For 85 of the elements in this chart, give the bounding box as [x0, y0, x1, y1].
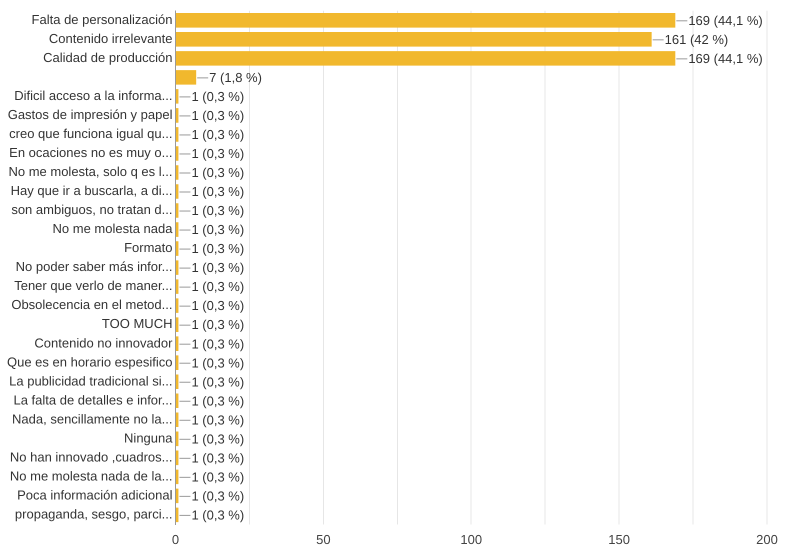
y-tick-label: Hay que ir a buscarla, a di... — [10, 183, 172, 198]
y-tick-label: Formato — [124, 240, 172, 256]
y-tick-label: propaganda, sesgo, parci... — [14, 506, 172, 522]
bar — [176, 184, 178, 199]
data-label: 1 (0,3 %) — [191, 507, 244, 522]
y-tick-label: No han innovado ,cuadros... — [10, 449, 172, 464]
y-tick-label: Calidad de producción — [43, 50, 172, 65]
y-tick-label: No me molesta, solo q es l... — [8, 164, 172, 180]
y-tick-label: No poder saber más infor... — [16, 259, 172, 274]
bar — [176, 393, 178, 408]
data-label: 1 (0,3 %) — [191, 108, 244, 123]
bar — [176, 488, 178, 504]
data-label: 1 (0,3 %) — [191, 431, 244, 446]
bar — [176, 108, 178, 123]
y-tick-label: Tener que verlo de maner... — [14, 278, 172, 294]
y-tick-label: Gastos de impresión y papel — [8, 107, 173, 122]
data-label: 1 (0,3 %) — [191, 317, 244, 332]
x-tick-label: 150 — [608, 532, 630, 547]
bar — [176, 51, 676, 66]
bar — [176, 317, 178, 332]
bar — [176, 241, 178, 256]
y-tick-label: Que es en horario espesifico — [7, 354, 172, 370]
data-label: 1 (0,3 %) — [191, 336, 244, 352]
bar — [176, 298, 178, 313]
y-tick-label: son ambiguos, no tratan d... — [11, 202, 172, 218]
data-label: 1 (0,3 %) — [191, 260, 244, 276]
data-label: 1 (0,3 %) — [191, 469, 244, 484]
y-tick-label: No me molesta nada — [52, 221, 174, 236]
y-tick-label: Nada, sencillamente no la... — [12, 411, 172, 426]
y-tick-label: Poca información adicional — [17, 487, 173, 502]
bar — [176, 374, 178, 390]
bar — [176, 508, 178, 522]
data-label: 169 (44,1 %) — [688, 50, 763, 66]
bar — [176, 412, 178, 428]
y-tick-label: La publicidad tradicional si... — [9, 373, 172, 388]
data-label: 1 (0,3 %) — [191, 450, 244, 466]
bar — [176, 470, 178, 484]
data-label: 1 (0,3 %) — [191, 393, 244, 408]
x-tick-label: 200 — [756, 532, 778, 547]
bar — [176, 432, 178, 446]
bar — [176, 165, 178, 180]
bar — [176, 260, 178, 275]
x-tick-label: 0 — [172, 532, 180, 547]
data-label: 1 (0,3 %) — [191, 203, 244, 218]
data-label: 1 (0,3 %) — [191, 374, 244, 390]
y-tick-label: La falta de detalles e infor... — [13, 392, 172, 408]
data-label: 161 (42 %) — [664, 32, 728, 47]
data-label: 1 (0,3 %) — [191, 127, 244, 142]
bar — [176, 70, 196, 85]
y-tick-label: Obsolecencia en el metod... — [11, 297, 172, 312]
data-label: 1 (0,3 %) — [191, 298, 244, 314]
y-tick-label: No me molesta nada de la... — [10, 468, 172, 484]
bar — [176, 13, 676, 28]
bar — [176, 203, 178, 218]
bar — [176, 222, 178, 237]
data-label: 1 (0,3 %) — [191, 241, 244, 256]
bar — [176, 89, 178, 104]
y-tick-label: Falta de personalización — [32, 12, 172, 27]
bar — [176, 336, 178, 351]
data-label: 1 (0,3 %) — [191, 222, 244, 238]
data-label: 1 (0,3 %) — [191, 355, 244, 370]
data-label: 1 (0,3 %) — [191, 146, 244, 162]
x-tick-label: 100 — [460, 532, 482, 547]
data-label: 1 (0,3 %) — [191, 184, 244, 200]
y-tick-label: TOO MUCH — [102, 316, 172, 332]
data-label: 1 (0,3 %) — [191, 412, 244, 428]
data-label: 1 (0,3 %) — [191, 88, 244, 104]
bar — [176, 146, 178, 161]
y-tick-label: En ocaciones no es muy o... — [9, 145, 172, 160]
bar — [176, 450, 178, 466]
data-label: 169 (44,1 %) — [688, 12, 763, 28]
data-label: 1 (0,3 %) — [191, 488, 244, 504]
y-tick-label: Contenido irrelevante — [48, 30, 172, 46]
y-tick-label: creo que funciona igual qu... — [9, 126, 172, 142]
bar — [176, 127, 178, 142]
bar — [176, 279, 178, 294]
y-tick-label: Ninguna — [124, 430, 174, 446]
y-tick-label: Contenido no innovador — [34, 335, 174, 350]
y-tick-label: Dificil acceso a la informa... — [14, 88, 172, 103]
data-label: 1 (0,3 %) — [191, 165, 244, 180]
x-tick-label: 50 — [316, 532, 331, 547]
data-label: 1 (0,3 %) — [191, 279, 244, 294]
bar — [176, 32, 652, 47]
data-label: 7 (1,8 %) — [209, 70, 262, 85]
bar — [176, 355, 178, 370]
